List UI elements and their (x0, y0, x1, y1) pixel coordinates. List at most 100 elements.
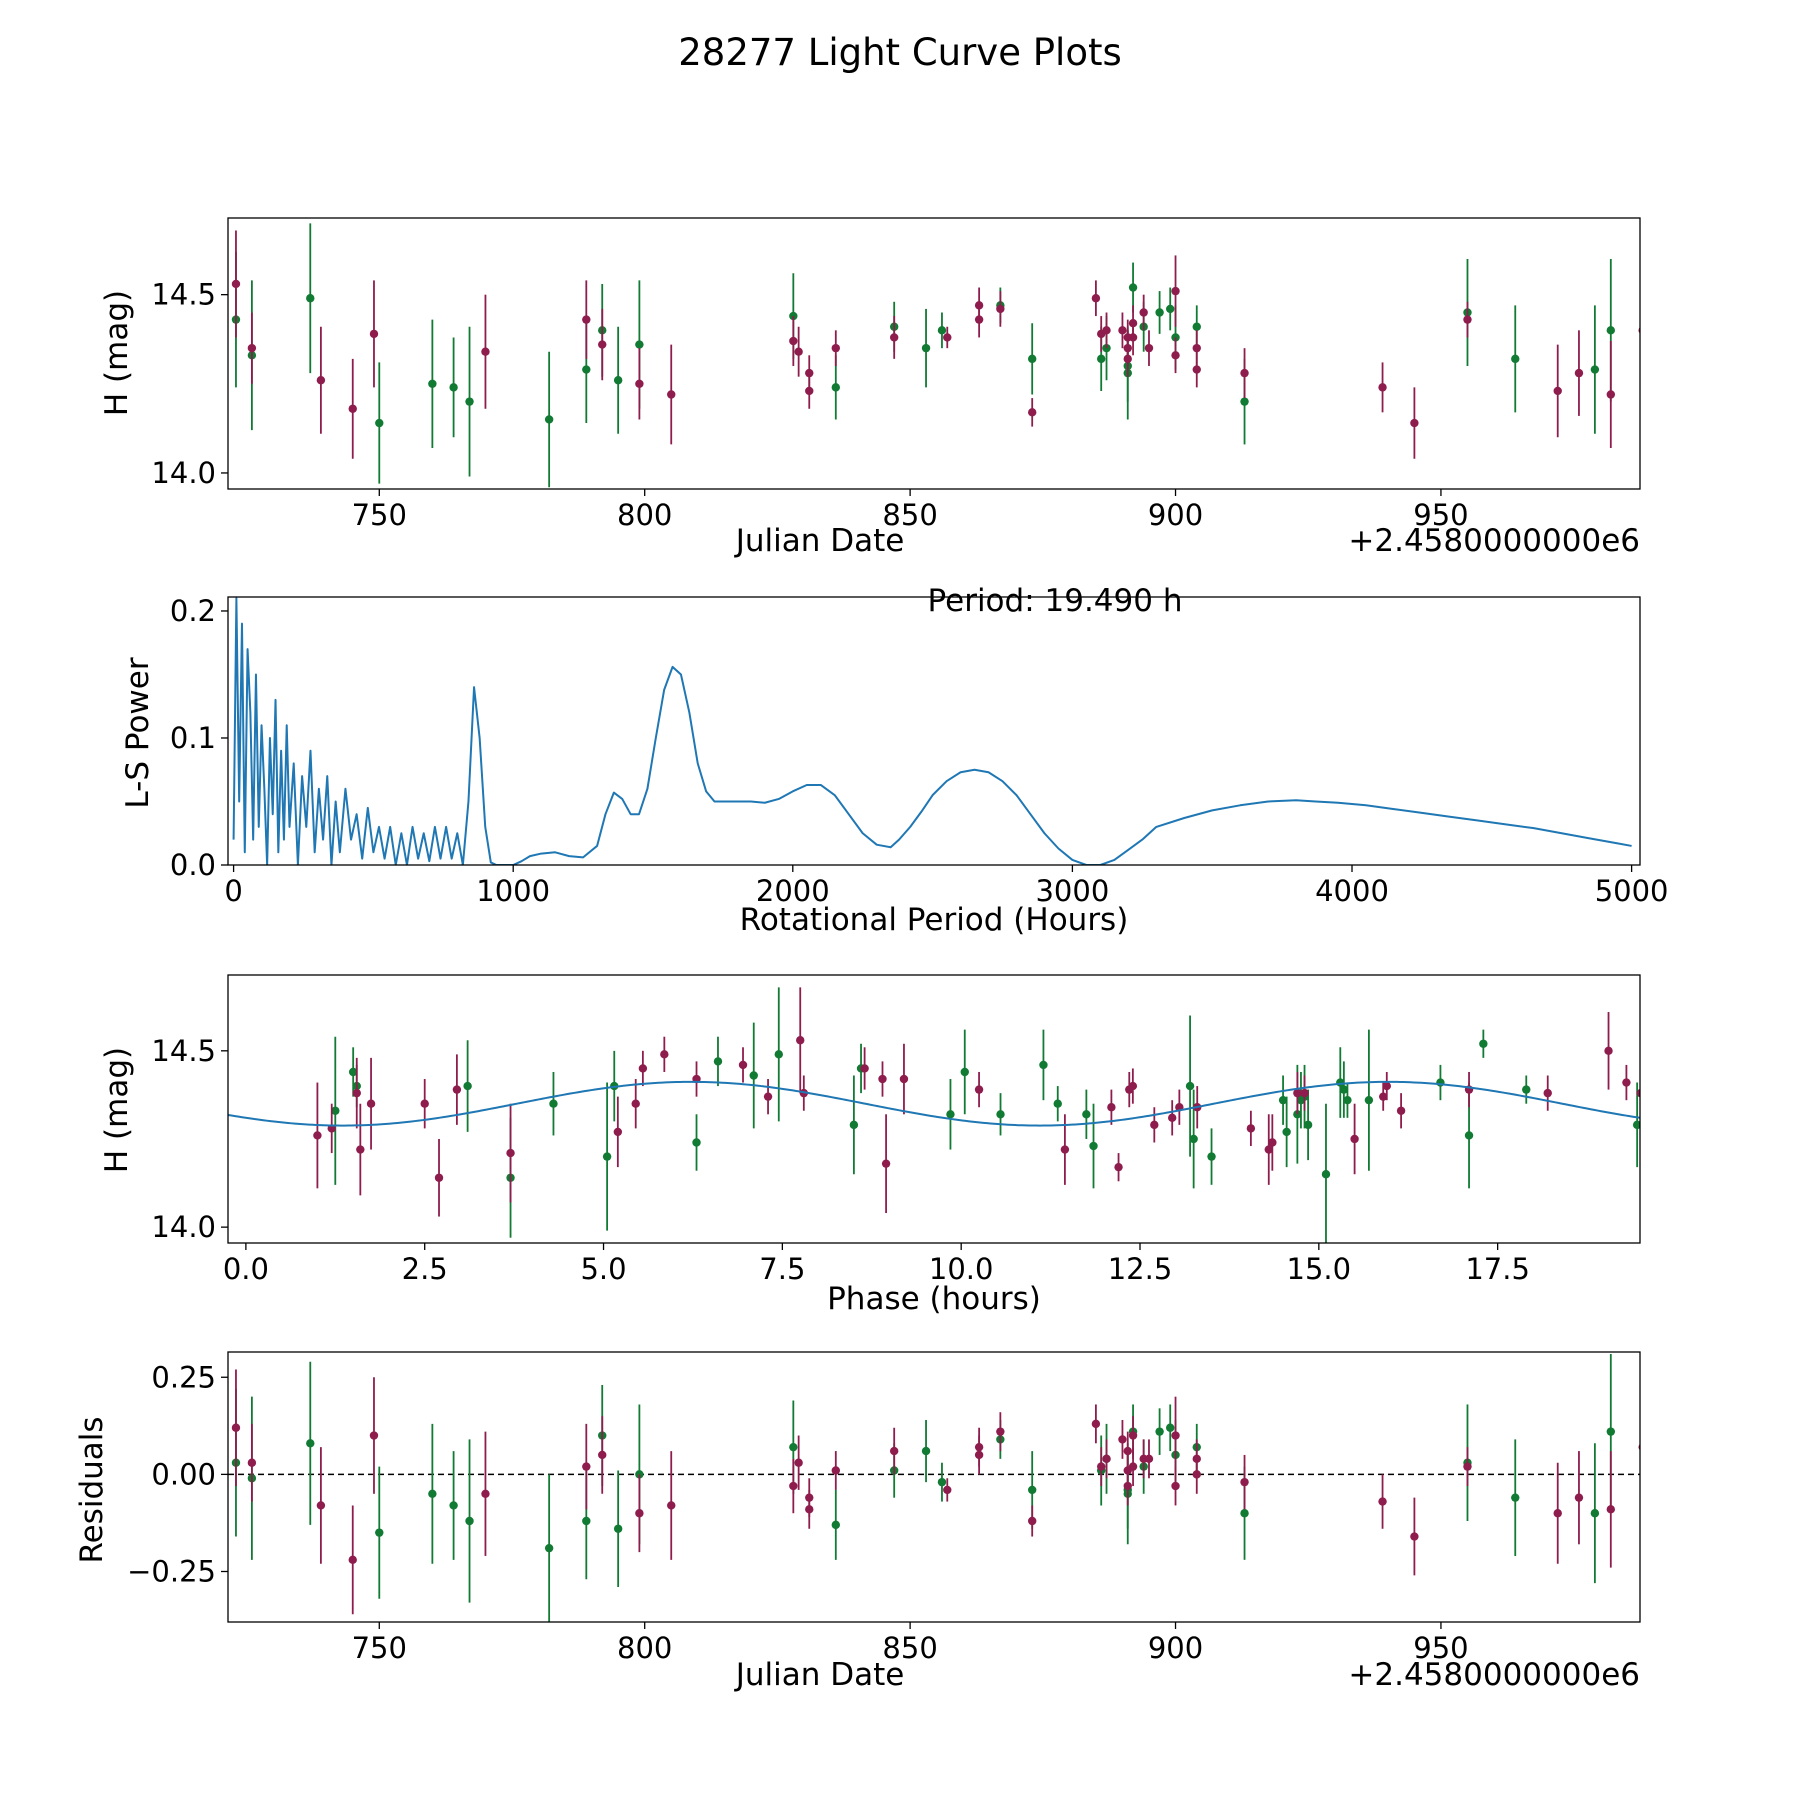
phased-data-point (1303, 1120, 1313, 1130)
lightcurve-data-point (635, 340, 644, 349)
lightcurve-xtick-label: 750 (352, 498, 407, 532)
residuals-xtick-label: 950 (1413, 1631, 1468, 1665)
phased-data-point (506, 1148, 515, 1158)
lightcurve-data-point (1118, 326, 1127, 335)
phased-data-point (313, 1131, 322, 1140)
phased-panel: Phase (hours) H (mag) 0.0 2.5 5.0 7.5 10.0 12… (99, 974, 1641, 1317)
phased-xtick-label: 2.5 (402, 1252, 448, 1286)
phased-ytick-label: 14.5 (151, 1034, 216, 1068)
residuals-data-point (1463, 1462, 1472, 1471)
phased-data-point (749, 1071, 758, 1080)
lightcurve-ylabel: H (mag) (99, 290, 135, 416)
residuals-series-green (231, 1353, 1616, 1622)
lightcurve-data-point (667, 390, 676, 399)
lightcurve-data-point (1553, 386, 1562, 396)
lightcurve-data-point (1574, 368, 1584, 378)
phased-data-point (1246, 1124, 1256, 1133)
lightcurve-data-point (1028, 408, 1037, 417)
lightcurve-xtick-label: 850 (882, 498, 937, 532)
phased-data-point (1321, 1170, 1331, 1179)
residuals-data-point (598, 1450, 607, 1460)
residuals-offset-label: +2.4580000000e6 (1348, 1657, 1640, 1693)
lightcurve-data-point (1155, 308, 1164, 317)
phased-data-point (1522, 1085, 1531, 1094)
phased-data-point (1364, 1095, 1374, 1105)
phased-data-point (1107, 1103, 1116, 1112)
phased-data-point (613, 1127, 623, 1137)
periodogram-plot-area (232, 597, 1632, 865)
lightcurve-offset-label: +2.4580000000e6 (1348, 523, 1640, 559)
residuals-data-point (974, 1450, 984, 1460)
residuals-ytick-label: 0.00 (151, 1457, 216, 1491)
phased-data-point (946, 1110, 955, 1119)
phased-data-point (692, 1138, 701, 1147)
phased-data-point (1128, 1081, 1138, 1091)
residuals-data-point (316, 1501, 326, 1510)
lightcurve-data-point (582, 315, 591, 324)
phased-data-point (1264, 1145, 1273, 1154)
lightcurve-xlabel: Julian Date (734, 523, 905, 559)
lightcurve-data-point (231, 279, 241, 289)
phased-data-point (356, 1145, 365, 1154)
phased-data-point (420, 1099, 429, 1108)
lightcurve-data-point (481, 347, 490, 356)
periodogram-xlabel: Rotational Period (Hours) (740, 902, 1129, 938)
lightcurve-ytick-label: 14.0 (151, 456, 216, 490)
lightcurve-data-point (369, 329, 379, 339)
phased-data-point (738, 1060, 748, 1070)
residuals-data-point (937, 1477, 947, 1487)
residuals-data-point (805, 1505, 814, 1514)
phased-data-point (549, 1099, 558, 1108)
lightcurve-data-point (937, 326, 947, 335)
residuals-data-point (582, 1516, 591, 1526)
lightcurve-data-point (789, 336, 798, 346)
lightcurve-data-point (428, 379, 437, 389)
lightcurve-data-point (831, 383, 840, 392)
residuals-data-point (1028, 1516, 1037, 1526)
phased-data-point (1039, 1060, 1048, 1070)
phased-data-point (1114, 1162, 1123, 1172)
phased-data-point (1282, 1127, 1291, 1137)
lightcurve-data-point (1128, 283, 1138, 292)
residuals-data-point (306, 1439, 315, 1448)
phased-xtick-label: 12.5 (1108, 1252, 1173, 1286)
residuals-data-point (1192, 1470, 1201, 1479)
residuals-xlabel: Julian Date (734, 1657, 905, 1693)
residuals-data-point (1410, 1532, 1419, 1541)
lightcurve-data-point (831, 343, 840, 353)
phased-xtick-label: 17.5 (1465, 1252, 1530, 1286)
phased-data-point (1464, 1131, 1474, 1140)
residuals-data-point (1123, 1481, 1132, 1491)
residuals-data-point (889, 1446, 899, 1456)
lightcurve-data-point (613, 376, 623, 385)
lightcurve-data-point (247, 343, 257, 353)
phased-xtick-label: 7.5 (759, 1252, 805, 1286)
lightcurve-data-point (375, 418, 384, 428)
phased-data-point (899, 1074, 909, 1084)
residuals-data-point (1574, 1493, 1584, 1502)
lightcurve-xtick-label: 900 (1148, 498, 1203, 532)
lightcurve-data-point (794, 347, 803, 356)
lightcurve-data-point (1192, 365, 1201, 374)
residuals-data-point (348, 1555, 357, 1565)
phased-data-point (1150, 1120, 1159, 1130)
residuals-data-point (831, 1466, 840, 1475)
periodogram-xtick-label: 4000 (1315, 874, 1389, 908)
phased-data-point (1185, 1081, 1195, 1091)
residuals-data-point (613, 1524, 623, 1533)
lightcurve-xtick-label: 800 (617, 498, 672, 532)
residuals-data-point (247, 1458, 257, 1467)
periodogram-ylabel: L-S Power (120, 657, 156, 808)
periodogram-axes-frame (227, 596, 1641, 866)
phased-data-point (763, 1092, 773, 1101)
residuals-data-point (465, 1516, 474, 1526)
phased-data-point (1082, 1110, 1091, 1119)
residuals-data-point (831, 1520, 840, 1530)
residuals-data-point (449, 1501, 458, 1510)
period-annotation: Period: 19.490 h (928, 583, 1183, 619)
residuals-data-point (582, 1462, 591, 1471)
phased-ylabel: H (mag) (99, 1047, 135, 1173)
periodogram-xtick-label: 0 (224, 874, 242, 908)
lightcurve-plot-area (231, 223, 1640, 488)
lightcurve-data-point (996, 304, 1005, 314)
